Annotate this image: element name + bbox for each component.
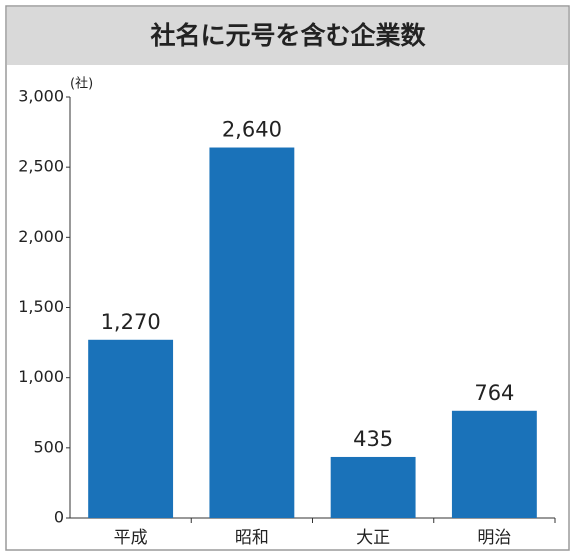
x-tick-label: 明治 xyxy=(477,528,511,548)
y-tick-label: 2,000 xyxy=(18,227,64,246)
data-label: 2,640 xyxy=(222,118,282,142)
bar xyxy=(451,410,537,518)
y-tick-label: 1,000 xyxy=(18,367,64,386)
data-label: 764 xyxy=(474,381,514,405)
x-tick-label: 昭和 xyxy=(235,528,269,548)
y-tick-label: 3,000 xyxy=(18,87,64,106)
data-label: 435 xyxy=(353,427,393,451)
y-tick-label: 2,500 xyxy=(18,157,64,176)
y-tick-label: 1,500 xyxy=(18,297,64,316)
chart-title: 社名に元号を含む企業数 xyxy=(150,21,426,50)
y-tick-label: 500 xyxy=(33,437,64,456)
unit-label: (社) xyxy=(70,76,93,92)
title-band xyxy=(7,7,568,65)
x-tick-label: 大正 xyxy=(356,528,390,548)
x-tick-label: 平成 xyxy=(114,528,148,548)
y-tick-label: 0 xyxy=(54,508,64,527)
bar xyxy=(88,339,174,518)
data-label: 1,270 xyxy=(101,310,161,334)
bar xyxy=(330,456,416,518)
bar xyxy=(209,147,295,518)
